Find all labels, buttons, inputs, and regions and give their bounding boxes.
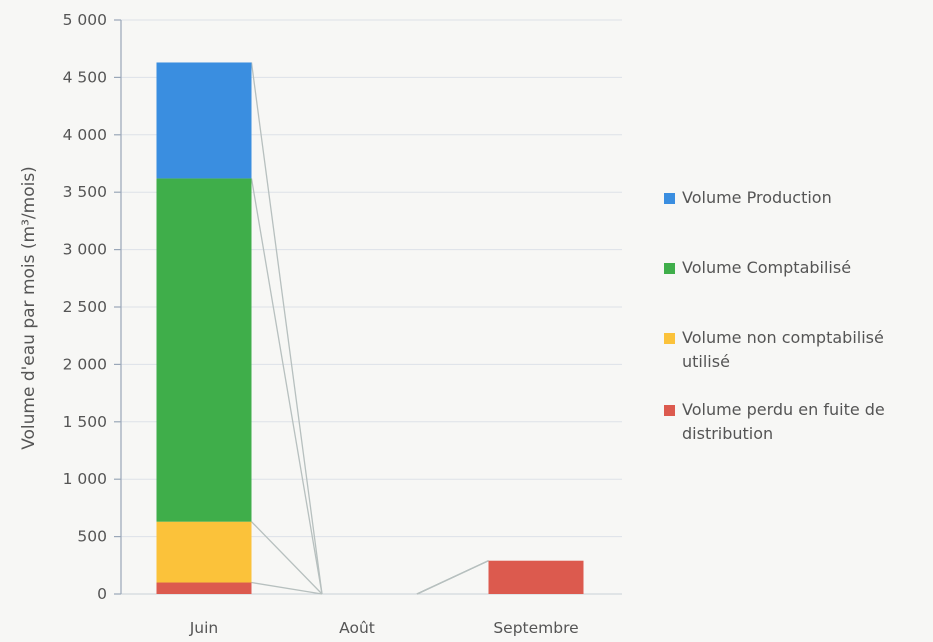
legend-label: Volume Production bbox=[682, 188, 832, 207]
legend-item: Volume perdu en fuite de distribution bbox=[664, 398, 932, 446]
y-axis-label: Volume d'eau par mois (m³/mois) bbox=[19, 166, 39, 450]
bar-septembre-segment-0 bbox=[488, 560, 584, 594]
bar-juin-segment-1 bbox=[156, 521, 252, 583]
x-tick-label: Août bbox=[339, 619, 375, 637]
series-line bbox=[250, 178, 323, 595]
legend-swatch bbox=[664, 333, 675, 344]
series-line bbox=[251, 521, 323, 595]
series-lines bbox=[250, 62, 489, 595]
y-tick-label: 2 500 bbox=[63, 298, 107, 316]
legend-label: Volume Comptabilisé bbox=[682, 258, 852, 277]
y-tick-label: 1 000 bbox=[63, 470, 107, 488]
bar-juin-segment-0 bbox=[156, 582, 252, 594]
series-line bbox=[250, 62, 323, 595]
legend-label: Volume non comptabilisé utilisé bbox=[682, 328, 884, 371]
bar-juin-segment-2 bbox=[156, 178, 252, 522]
x-tick-labels: Juin Août Septembre bbox=[189, 619, 579, 637]
y-tick-label: 4 500 bbox=[63, 68, 107, 86]
legend-label: Volume perdu en fuite de distribution bbox=[682, 400, 885, 443]
legend-swatch bbox=[664, 405, 675, 416]
legend-swatch bbox=[664, 263, 675, 274]
series-line bbox=[416, 560, 489, 595]
series-line bbox=[251, 581, 323, 595]
y-tick-label: 4 000 bbox=[63, 126, 107, 144]
legend-item: Volume non comptabilisé utilisé bbox=[664, 326, 932, 374]
bars bbox=[156, 62, 584, 594]
legend-item: Volume Production bbox=[664, 186, 932, 210]
legend-item: Volume Comptabilisé bbox=[664, 256, 932, 280]
legend-swatch bbox=[664, 193, 675, 204]
legend: Volume Production Volume Comptabilisé Volu… bbox=[664, 186, 932, 446]
y-tick-label: 3 500 bbox=[63, 183, 107, 201]
y-tick-label: 1 500 bbox=[63, 413, 107, 431]
bar-juin-segment-3 bbox=[156, 62, 252, 179]
y-tick-label: 500 bbox=[77, 528, 107, 546]
y-tick-labels: 0 500 1 000 1 500 2 000 2 500 3 000 3 500 4 000 4… bbox=[63, 11, 107, 603]
y-tick-label: 0 bbox=[97, 585, 107, 603]
y-tick-label: 3 000 bbox=[63, 241, 107, 259]
y-tick-label: 5 000 bbox=[63, 11, 107, 29]
x-tick-label: Septembre bbox=[493, 619, 578, 637]
x-tick-label: Juin bbox=[189, 619, 219, 637]
y-tick-label: 2 000 bbox=[63, 355, 107, 373]
